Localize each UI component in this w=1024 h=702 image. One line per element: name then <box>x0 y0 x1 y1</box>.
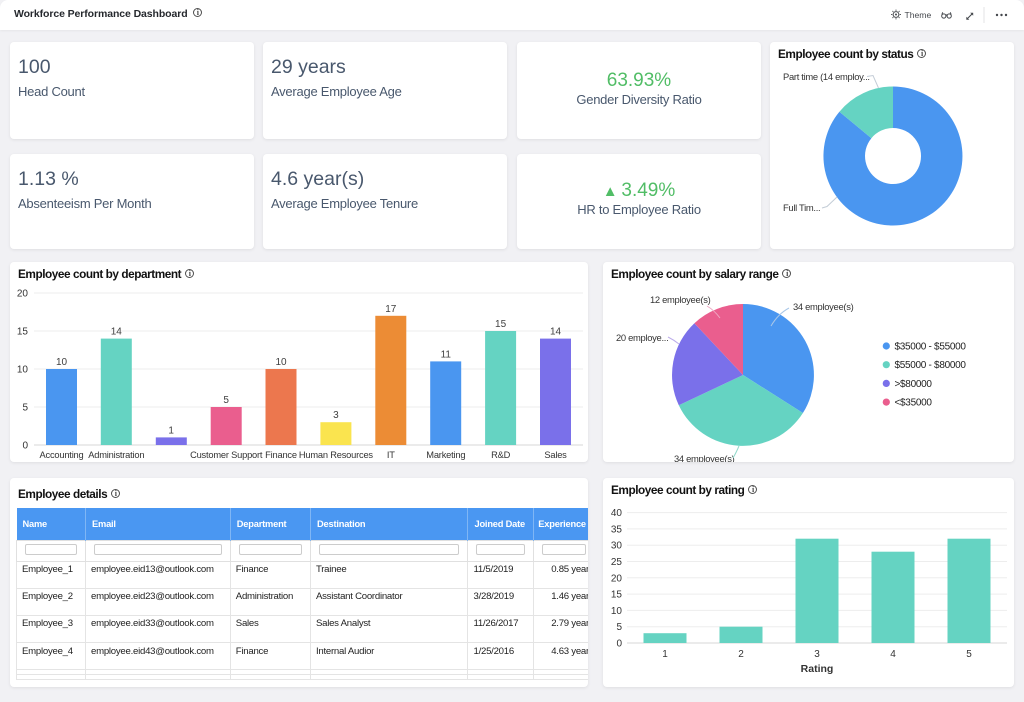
svg-text:10: 10 <box>56 357 68 368</box>
svg-text:0: 0 <box>616 639 622 650</box>
svg-text:Full Tim...: Full Tim... <box>783 202 820 213</box>
svg-text:1: 1 <box>168 425 174 436</box>
svg-text:IT: IT <box>387 450 395 460</box>
svg-text:5: 5 <box>966 649 972 660</box>
svg-text:0: 0 <box>22 441 28 452</box>
svg-text:15: 15 <box>495 319 507 330</box>
svg-text:15: 15 <box>611 590 623 601</box>
svg-text:30: 30 <box>611 541 623 552</box>
svg-text:5: 5 <box>616 622 622 633</box>
svg-text:2: 2 <box>738 649 744 660</box>
svg-text:12 employee(s): 12 employee(s) <box>650 294 711 305</box>
svg-text:14: 14 <box>111 327 123 338</box>
svg-text:4: 4 <box>890 649 896 660</box>
svg-text:Sales: Sales <box>544 450 567 460</box>
svg-text:Customer Support: Customer Support <box>190 450 263 460</box>
svg-text:Accounting: Accounting <box>40 450 84 460</box>
svg-text:25: 25 <box>611 557 623 568</box>
svg-text:5: 5 <box>223 395 229 406</box>
svg-text:10: 10 <box>611 606 623 617</box>
svg-text:Rating: Rating <box>801 663 834 675</box>
svg-text:34 employee(s): 34 employee(s) <box>674 453 735 462</box>
svg-text:1: 1 <box>662 649 668 660</box>
svg-text:3: 3 <box>814 649 820 660</box>
svg-text:3: 3 <box>333 410 339 421</box>
svg-text:34 employee(s): 34 employee(s) <box>793 301 854 312</box>
svg-text:Marketing: Marketing <box>426 450 465 460</box>
svg-text:>$80000: >$80000 <box>895 379 933 390</box>
svg-text:<$35000: <$35000 <box>895 398 933 409</box>
svg-text:Administration: Administration <box>88 450 144 460</box>
svg-text:20: 20 <box>17 289 29 300</box>
svg-text:$55000 - $80000: $55000 - $80000 <box>895 360 967 371</box>
svg-text:$35000 - $55000: $35000 - $55000 <box>895 342 967 353</box>
svg-text:35: 35 <box>611 524 623 535</box>
svg-text:40: 40 <box>611 508 623 519</box>
svg-text:10: 10 <box>17 365 29 376</box>
svg-text:Part time (14 employ...: Part time (14 employ... <box>783 71 870 82</box>
svg-text:R&D: R&D <box>491 450 511 460</box>
svg-text:10: 10 <box>275 357 287 368</box>
svg-text:Finance: Finance <box>265 450 297 460</box>
svg-text:Theme: Theme <box>905 10 932 20</box>
svg-text:11: 11 <box>441 349 452 360</box>
svg-text:17: 17 <box>385 304 397 315</box>
svg-text:15: 15 <box>17 327 29 338</box>
svg-text:14: 14 <box>550 327 562 338</box>
svg-text:5: 5 <box>22 403 28 414</box>
svg-text:Human Resources: Human Resources <box>299 450 374 460</box>
svg-text:20: 20 <box>611 573 623 584</box>
svg-text:20 employe...: 20 employe... <box>616 332 668 343</box>
